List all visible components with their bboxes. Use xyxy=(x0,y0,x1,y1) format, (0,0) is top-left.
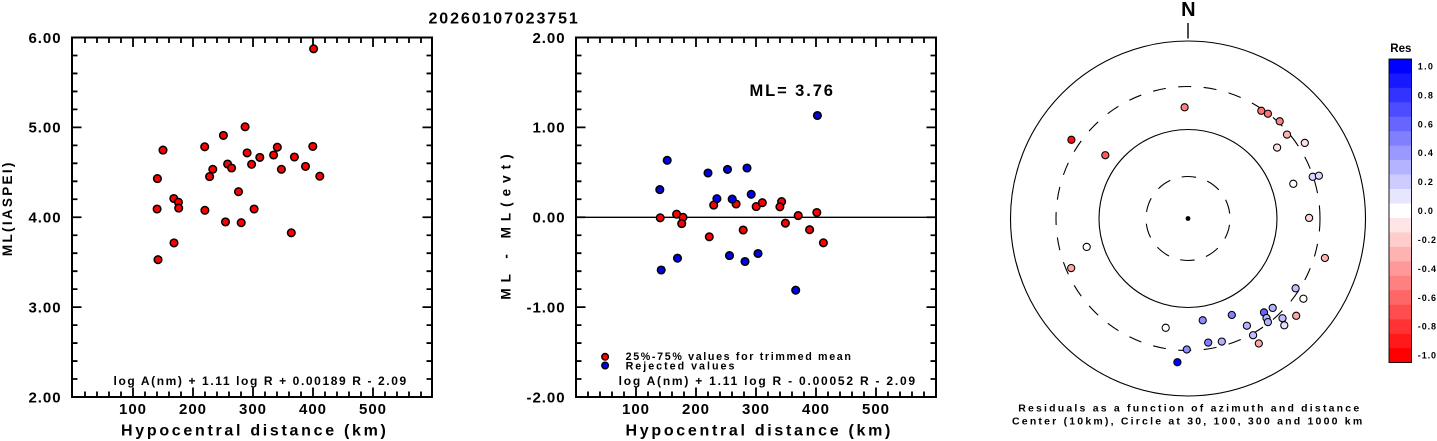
svg-text:1.0: 1.0 xyxy=(1418,62,1434,72)
svg-text:-0.8: -0.8 xyxy=(1418,322,1437,332)
svg-text:5.00: 5.00 xyxy=(29,120,62,137)
svg-text:-2.00: -2.00 xyxy=(527,389,566,406)
svg-text:-1.00: -1.00 xyxy=(527,299,566,316)
svg-text:0.0: 0.0 xyxy=(1418,206,1434,216)
svg-text:25%-75% values for trimmed mea: 25%-75% values for trimmed mean xyxy=(626,351,853,363)
svg-text:200: 200 xyxy=(682,401,710,418)
svg-text:0.4: 0.4 xyxy=(1418,148,1434,158)
svg-text:Hypocentral distance (km): Hypocentral distance (km) xyxy=(626,422,894,439)
svg-text:ML - ML(evt): ML - ML(evt) xyxy=(499,148,514,299)
svg-text:N: N xyxy=(1181,0,1195,21)
svg-text:400: 400 xyxy=(299,401,327,418)
svg-text:log A(nm) + 1.11 log R + 0.001: log A(nm) + 1.11 log R + 0.00189 R - 2.0… xyxy=(114,374,408,388)
svg-text:-1.0: -1.0 xyxy=(1418,351,1437,361)
svg-text:500: 500 xyxy=(862,401,890,418)
svg-text:log A(nm) + 1.11 log R - 0.000: log A(nm) + 1.11 log R - 0.00052 R - 2.0… xyxy=(619,374,917,388)
svg-text:2.00: 2.00 xyxy=(533,30,566,47)
svg-text:-0.4: -0.4 xyxy=(1418,264,1437,274)
svg-text:100: 100 xyxy=(622,401,650,418)
svg-text:100: 100 xyxy=(119,401,147,418)
svg-text:0.8: 0.8 xyxy=(1418,90,1434,100)
svg-text:4.00: 4.00 xyxy=(29,210,62,227)
svg-text:0.00: 0.00 xyxy=(533,210,566,227)
svg-text:300: 300 xyxy=(239,401,267,418)
svg-text:3.00: 3.00 xyxy=(29,299,62,316)
svg-text:200: 200 xyxy=(179,401,207,418)
svg-text:400: 400 xyxy=(802,401,830,418)
svg-text:0.6: 0.6 xyxy=(1418,119,1434,129)
svg-text:ML(IASPEI): ML(IASPEI) xyxy=(0,160,15,256)
svg-text:-0.6: -0.6 xyxy=(1418,293,1437,303)
svg-text:-0.2: -0.2 xyxy=(1418,235,1437,245)
svg-text:Center (10km), Circle at 30, 1: Center (10km), Circle at 30, 100, 300 an… xyxy=(1012,415,1364,427)
svg-text:6.00: 6.00 xyxy=(29,30,62,47)
svg-text:20260107023751: 20260107023751 xyxy=(429,11,580,28)
svg-text:Residuals as a function of azi: Residuals as a function of azimuth and d… xyxy=(1018,403,1361,415)
svg-text:2.00: 2.00 xyxy=(29,389,62,406)
svg-text:500: 500 xyxy=(359,401,387,418)
svg-text:ML= 3.76: ML= 3.76 xyxy=(750,82,835,100)
svg-text:300: 300 xyxy=(742,401,770,418)
svg-text:Hypocentral distance (km): Hypocentral distance (km) xyxy=(121,422,389,439)
svg-text:1.00: 1.00 xyxy=(533,120,566,137)
svg-text:0.2: 0.2 xyxy=(1418,177,1434,187)
svg-text:Res: Res xyxy=(1390,43,1411,55)
svg-text:Rejected values: Rejected values xyxy=(626,361,737,373)
